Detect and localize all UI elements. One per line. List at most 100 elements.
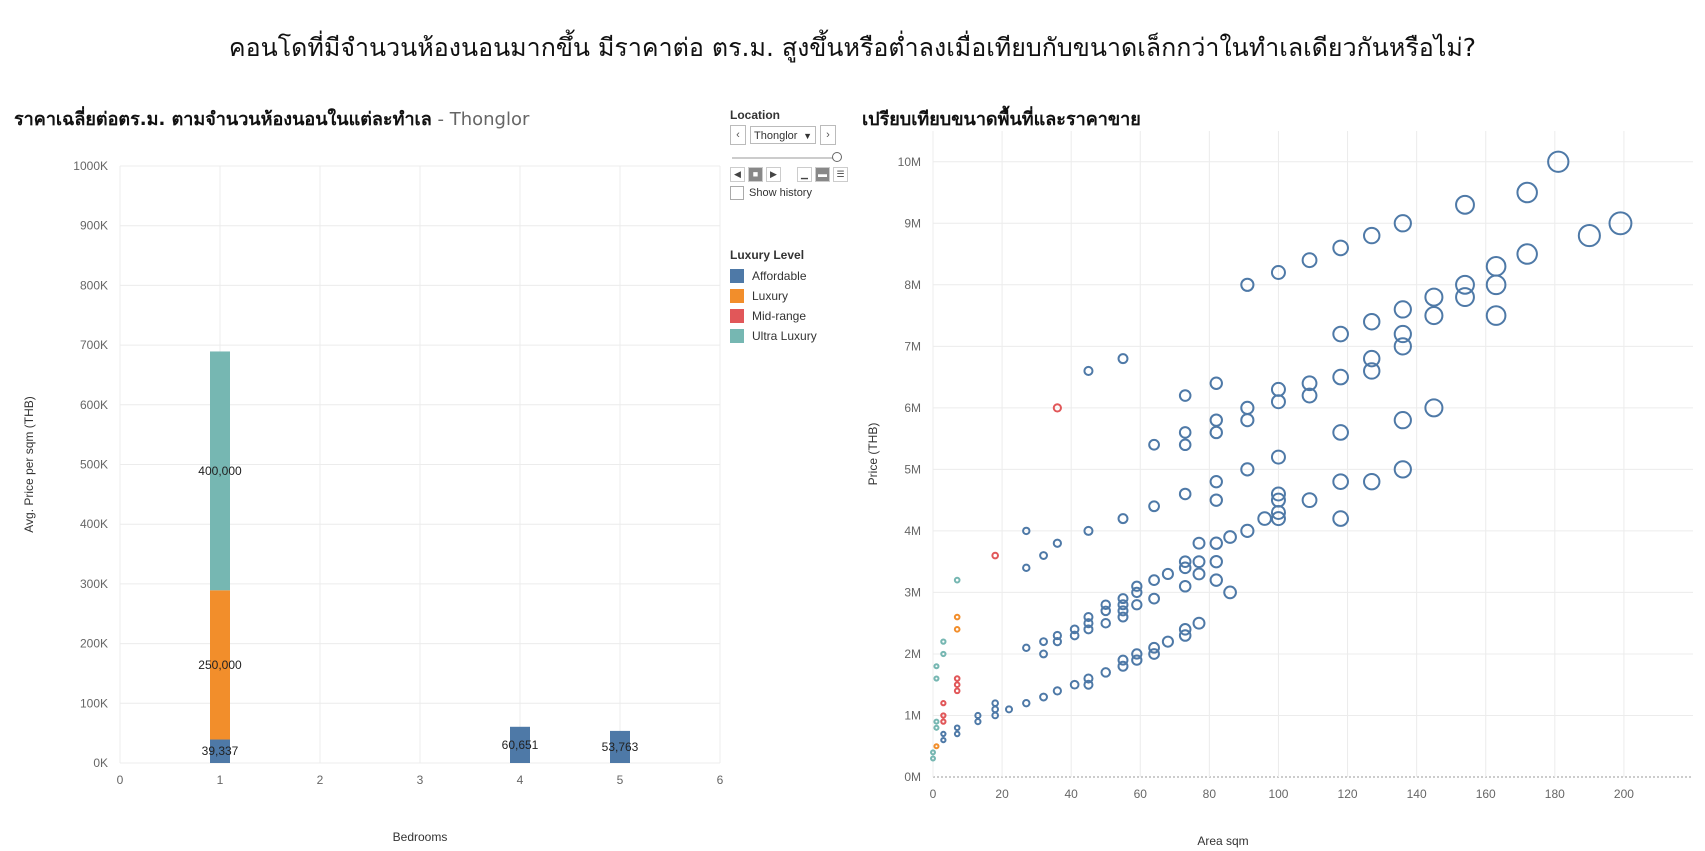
scatter-point bbox=[1178, 438, 1192, 452]
scatter-point bbox=[1178, 629, 1192, 642]
scatter-point bbox=[974, 711, 982, 720]
scatter-point bbox=[1178, 389, 1192, 402]
scatter-point bbox=[940, 638, 947, 645]
scatter-point bbox=[1117, 611, 1129, 623]
scatter-point bbox=[1178, 579, 1192, 593]
scatter-point bbox=[1069, 630, 1080, 641]
scatter-point bbox=[1178, 623, 1192, 636]
step-back-icon[interactable]: ◀ bbox=[730, 167, 745, 182]
location-select[interactable]: Thonglor ▼ bbox=[750, 126, 816, 144]
legend-item-mid-range[interactable]: Mid-range bbox=[730, 306, 817, 326]
scatter-point bbox=[1393, 460, 1412, 479]
x-axis-label: Area sqm bbox=[1197, 834, 1248, 848]
scatter-point bbox=[1209, 413, 1223, 427]
scatter-point bbox=[1131, 648, 1143, 660]
bar-data-label: 53,763 bbox=[602, 740, 639, 754]
x-tick-label: 120 bbox=[1338, 787, 1358, 801]
scatter-point bbox=[1209, 376, 1223, 390]
legend-item-affordable[interactable]: Affordable bbox=[730, 266, 817, 286]
x-tick-label: 2 bbox=[317, 773, 324, 787]
scatter-point bbox=[1161, 635, 1174, 648]
scatter-point bbox=[940, 700, 947, 707]
y-tick-label: 0K bbox=[93, 756, 108, 770]
scatter-point bbox=[1332, 473, 1349, 490]
scatter-point bbox=[1240, 523, 1255, 538]
x-tick-label: 4 bbox=[517, 773, 524, 787]
y-tick-label: 600K bbox=[80, 398, 108, 412]
slider-track bbox=[732, 157, 838, 159]
legend-swatch bbox=[730, 269, 744, 283]
scatter-point bbox=[1148, 500, 1160, 513]
bar-segment bbox=[210, 739, 230, 763]
y-tick-label: 900K bbox=[80, 219, 108, 233]
x-tick-label: 180 bbox=[1545, 787, 1565, 801]
bar-chart: 0K100K200K300K400K500K600K700K800K900K10… bbox=[22, 159, 724, 844]
y-tick-label: 6M bbox=[904, 401, 921, 415]
scatter-point bbox=[1148, 574, 1160, 587]
scatter-point bbox=[1393, 300, 1412, 319]
scatter-point bbox=[930, 749, 936, 756]
scatter-point bbox=[1131, 580, 1143, 592]
location-select-value: Thonglor bbox=[754, 130, 798, 142]
scatter-point bbox=[1052, 403, 1062, 413]
bar-segment bbox=[210, 590, 230, 740]
x-tick-label: 20 bbox=[995, 787, 1009, 801]
scatter-point bbox=[933, 724, 940, 731]
bar-segment bbox=[510, 726, 530, 763]
x-tick-label: 40 bbox=[1065, 787, 1079, 801]
scatter-point bbox=[1039, 649, 1048, 659]
legend-swatch bbox=[730, 289, 744, 303]
y-tick-label: 700K bbox=[80, 338, 108, 352]
scatter-point bbox=[1039, 637, 1048, 647]
scatter-point bbox=[991, 699, 999, 707]
step-forward-icon[interactable]: ▶ bbox=[766, 167, 781, 182]
x-axis-label: Bedrooms bbox=[393, 830, 448, 844]
x-tick-label: 3 bbox=[417, 773, 424, 787]
stop-icon[interactable]: ■ bbox=[748, 167, 763, 182]
scatter-point bbox=[974, 718, 982, 726]
scatter-point bbox=[953, 724, 961, 732]
scatter-point bbox=[1363, 313, 1381, 331]
bar-chart-title: ราคาเฉลี่ยต่อตร.ม. ตามจำนวนห้องนอนในแต่ล… bbox=[14, 104, 529, 133]
y-tick-label: 8M bbox=[904, 278, 921, 292]
bar-data-label: 250,000 bbox=[198, 658, 242, 672]
y-axis-label: Avg. Price per sqm (THB) bbox=[22, 396, 36, 532]
scatter-point bbox=[1178, 555, 1192, 568]
scatter-point bbox=[940, 730, 947, 738]
chevron-left-icon[interactable]: ‹ bbox=[730, 125, 746, 145]
bar-chart-title-location: Thonglor bbox=[449, 109, 530, 130]
x-tick-label: 6 bbox=[717, 773, 724, 787]
legend-item-ultra-luxury[interactable]: Ultra Luxury bbox=[730, 326, 817, 346]
scatter-point bbox=[1083, 525, 1094, 536]
scatter-point bbox=[1100, 667, 1111, 678]
legend-item-luxury[interactable]: Luxury bbox=[730, 286, 817, 306]
speed-slow-icon[interactable]: ▁ bbox=[797, 167, 812, 182]
scatter-point bbox=[1393, 214, 1412, 233]
scatter-point bbox=[1083, 679, 1094, 690]
scatter-point bbox=[940, 718, 947, 725]
y-tick-label: 3M bbox=[904, 585, 921, 599]
scatter-point bbox=[1148, 592, 1160, 605]
scatter-point bbox=[1301, 252, 1318, 269]
scatter-point bbox=[1022, 526, 1031, 536]
show-history-checkbox[interactable] bbox=[730, 186, 744, 200]
speed-medium-icon[interactable]: ▬ bbox=[815, 167, 830, 182]
scatter-point bbox=[991, 551, 999, 560]
slider-handle[interactable] bbox=[832, 152, 842, 162]
legend-title: Luxury Level bbox=[730, 248, 805, 262]
speed-fast-icon[interactable]: ☰ bbox=[833, 167, 848, 182]
scatter-point bbox=[991, 705, 999, 714]
scatter-point bbox=[1100, 605, 1111, 617]
scatter-point bbox=[1161, 567, 1174, 581]
chevron-right-icon[interactable]: › bbox=[820, 125, 836, 145]
location-slider[interactable] bbox=[730, 149, 842, 163]
x-tick-label: 5 bbox=[617, 773, 624, 787]
scatter-point bbox=[1192, 616, 1206, 630]
scatter-point bbox=[1516, 181, 1538, 204]
bar-segment bbox=[210, 351, 230, 591]
x-tick-label: 0 bbox=[930, 787, 937, 801]
scatter-point bbox=[1209, 554, 1223, 569]
scatter-point bbox=[1100, 617, 1111, 629]
scatter-point bbox=[1577, 224, 1601, 248]
scatter-point bbox=[1424, 398, 1444, 418]
